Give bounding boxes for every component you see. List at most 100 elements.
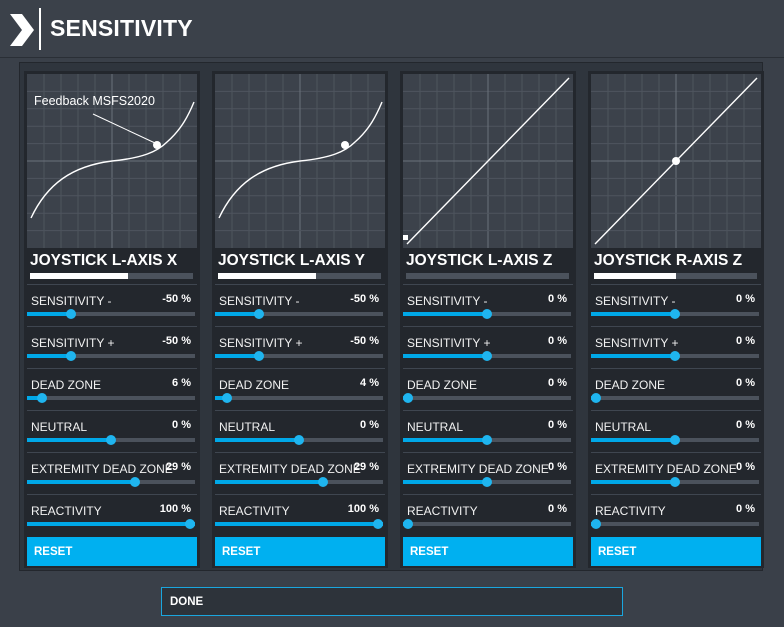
setting-value: 0 % bbox=[736, 377, 755, 389]
header-bar: SENSITIVITY bbox=[0, 0, 784, 58]
slider-handle[interactable] bbox=[317, 477, 328, 487]
slider-fill bbox=[27, 480, 135, 484]
slider-handle[interactable] bbox=[372, 519, 383, 529]
setting-slider[interactable] bbox=[27, 435, 195, 445]
reset-button[interactable]: RESET bbox=[27, 537, 197, 566]
setting-slider[interactable] bbox=[27, 519, 195, 529]
setting-slider[interactable] bbox=[591, 351, 759, 361]
slider-handle[interactable] bbox=[37, 393, 48, 403]
slider-handle[interactable] bbox=[221, 393, 232, 403]
slider-fill bbox=[215, 354, 259, 358]
setting-label: EXTREMITY DEAD ZONE bbox=[219, 462, 361, 476]
setting-label: DEAD ZONE bbox=[407, 378, 478, 392]
slider-handle[interactable] bbox=[253, 351, 264, 361]
setting-slider[interactable] bbox=[215, 435, 383, 445]
setting-slider[interactable] bbox=[403, 393, 571, 403]
setting-slider[interactable] bbox=[403, 309, 571, 319]
done-button[interactable]: DONE bbox=[161, 587, 623, 616]
setting-slider[interactable] bbox=[215, 309, 383, 319]
setting-slider[interactable] bbox=[403, 351, 571, 361]
setting-slider[interactable] bbox=[591, 477, 759, 487]
setting-label: REACTIVITY bbox=[595, 504, 666, 518]
setting-value: 0 % bbox=[548, 377, 567, 389]
slider-handle[interactable] bbox=[670, 351, 680, 361]
slider-handle[interactable] bbox=[106, 435, 116, 445]
setting-slider[interactable] bbox=[591, 435, 759, 445]
slider-fill bbox=[591, 480, 675, 484]
axis-name: JOYSTICK L-AXIS Z bbox=[406, 252, 553, 269]
setting-value: -50 % bbox=[350, 335, 379, 347]
slider-handle[interactable] bbox=[482, 477, 492, 487]
setting-row: SENSITIVITY + 0 % bbox=[403, 326, 573, 368]
setting-slider[interactable] bbox=[215, 393, 383, 403]
setting-value: 0 % bbox=[548, 335, 567, 347]
slider-fill bbox=[591, 354, 675, 358]
reset-button[interactable]: RESET bbox=[215, 537, 385, 566]
setting-slider[interactable] bbox=[27, 393, 195, 403]
slider-handle[interactable] bbox=[253, 309, 264, 319]
setting-row: SENSITIVITY + -50 % bbox=[215, 326, 385, 368]
slider-handle[interactable] bbox=[65, 351, 76, 361]
setting-slider[interactable] bbox=[27, 477, 195, 487]
slider-handle[interactable] bbox=[482, 351, 492, 361]
axis-name: JOYSTICK L-AXIS X bbox=[30, 252, 178, 269]
setting-slider[interactable] bbox=[403, 435, 571, 445]
slider-handle[interactable] bbox=[482, 435, 492, 445]
axis-input-fill bbox=[218, 273, 316, 279]
slider-handle[interactable] bbox=[482, 309, 492, 319]
axis-input-fill bbox=[594, 273, 676, 279]
setting-row: EXTREMITY DEAD ZONE 29 % bbox=[27, 452, 197, 494]
setting-label: SENSITIVITY + bbox=[219, 336, 303, 350]
slider-handle[interactable] bbox=[670, 435, 680, 445]
setting-slider[interactable] bbox=[27, 351, 195, 361]
chevron-right-icon[interactable] bbox=[8, 12, 36, 48]
slider-handle[interactable] bbox=[294, 435, 304, 445]
setting-value: 4 % bbox=[360, 377, 379, 389]
setting-row: REACTIVITY 0 % bbox=[591, 494, 761, 536]
slider-handle[interactable] bbox=[670, 477, 680, 487]
setting-slider[interactable] bbox=[403, 519, 571, 529]
setting-slider[interactable] bbox=[215, 519, 383, 529]
reset-button[interactable]: RESET bbox=[403, 537, 573, 566]
slider-fill bbox=[215, 438, 299, 442]
setting-slider[interactable] bbox=[403, 477, 571, 487]
setting-label: EXTREMITY DEAD ZONE bbox=[595, 462, 737, 476]
slider-fill bbox=[215, 522, 383, 526]
setting-slider[interactable] bbox=[27, 309, 195, 319]
axis-input-bar bbox=[30, 273, 193, 279]
setting-slider[interactable] bbox=[215, 351, 383, 361]
slider-handle[interactable] bbox=[591, 519, 602, 529]
slider-handle[interactable] bbox=[403, 519, 414, 529]
setting-label: SENSITIVITY + bbox=[595, 336, 679, 350]
axis-card-3: JOYSTICK L-AXIS Z SENSITIVITY -0 % SENSITI… bbox=[400, 71, 576, 568]
slider-fill bbox=[591, 312, 675, 316]
slider-handle[interactable] bbox=[403, 393, 414, 403]
axis-input-bar bbox=[218, 273, 381, 279]
setting-row: NEUTRAL 0 % bbox=[403, 410, 573, 452]
setting-value: 0 % bbox=[736, 419, 755, 431]
setting-slider[interactable] bbox=[591, 309, 759, 319]
curve-svg bbox=[215, 74, 385, 248]
setting-row: SENSITIVITY - -50 % bbox=[27, 284, 197, 326]
reset-button[interactable]: RESET bbox=[591, 537, 761, 566]
slider-handle[interactable] bbox=[65, 309, 76, 319]
setting-label: SENSITIVITY + bbox=[31, 336, 115, 350]
setting-value: 0 % bbox=[360, 419, 379, 431]
slider-handle[interactable] bbox=[129, 477, 140, 487]
slider-handle[interactable] bbox=[591, 393, 602, 403]
slider-fill bbox=[27, 312, 71, 316]
setting-slider[interactable] bbox=[591, 519, 759, 529]
setting-value: 0 % bbox=[172, 419, 191, 431]
slider-handle[interactable] bbox=[670, 309, 680, 319]
setting-value: 29 % bbox=[353, 461, 379, 473]
axis-input-bar bbox=[594, 273, 757, 279]
setting-slider[interactable] bbox=[591, 393, 759, 403]
setting-value: 100 % bbox=[347, 503, 379, 515]
setting-value: -50 % bbox=[350, 293, 379, 305]
setting-label: SENSITIVITY + bbox=[407, 336, 491, 350]
setting-label: SENSITIVITY - bbox=[407, 294, 488, 308]
setting-slider[interactable] bbox=[215, 477, 383, 487]
axis-name: JOYSTICK L-AXIS Y bbox=[218, 252, 365, 269]
setting-row: NEUTRAL 0 % bbox=[27, 410, 197, 452]
slider-handle[interactable] bbox=[184, 519, 195, 529]
